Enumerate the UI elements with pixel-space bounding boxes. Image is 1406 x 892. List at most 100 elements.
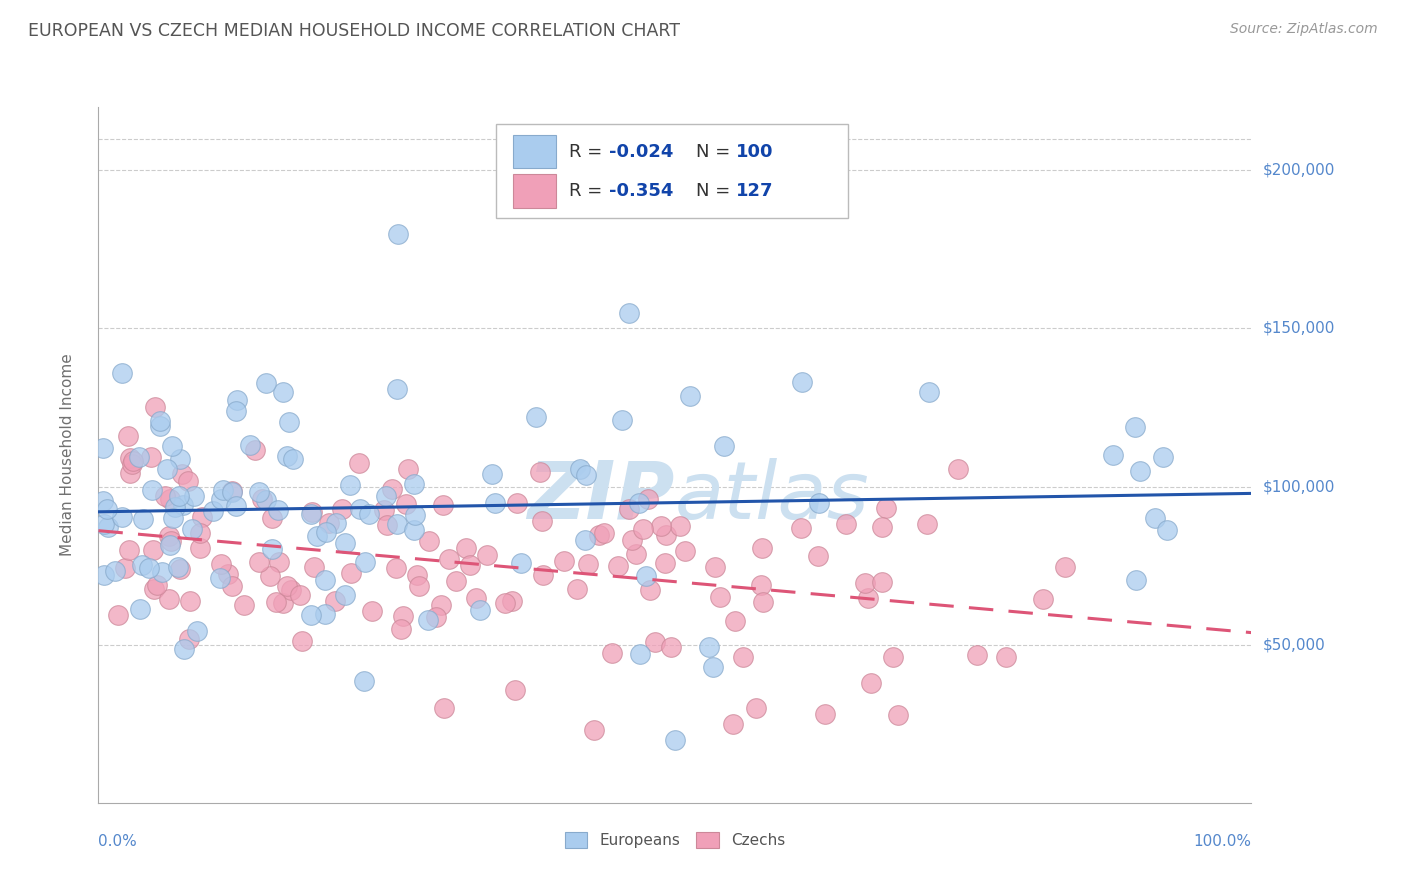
Point — [153, 489, 176, 503]
Point — [531, 568, 554, 582]
Point — [353, 673, 375, 688]
FancyBboxPatch shape — [513, 174, 557, 208]
Point — [814, 707, 837, 722]
Point — [209, 491, 232, 506]
Point — [659, 640, 682, 654]
Point — [966, 648, 988, 662]
Point — [190, 510, 212, 524]
Point — [111, 510, 134, 524]
Point — [166, 560, 188, 574]
Point — [444, 574, 467, 588]
Point — [304, 559, 326, 574]
Text: ZIP: ZIP — [527, 458, 675, 536]
Point — [617, 305, 640, 319]
Point — [139, 450, 162, 464]
Point — [149, 418, 172, 433]
Point — [138, 561, 160, 575]
Point — [333, 536, 356, 550]
Point — [347, 456, 370, 470]
Point — [314, 607, 336, 621]
Point — [385, 382, 408, 396]
Point — [887, 708, 910, 723]
Point — [870, 574, 893, 589]
Text: 100.0%: 100.0% — [1194, 834, 1251, 849]
Point — [565, 582, 588, 596]
Point — [280, 582, 302, 597]
Point — [636, 569, 658, 583]
Point — [121, 457, 143, 471]
Text: N =: N = — [696, 143, 735, 161]
Point — [299, 507, 322, 521]
Point — [118, 467, 141, 481]
Point — [91, 493, 114, 508]
Point — [509, 556, 531, 570]
Point — [221, 483, 243, 498]
Point — [673, 543, 696, 558]
Point — [288, 588, 311, 602]
Text: -0.354: -0.354 — [609, 182, 673, 200]
Point — [160, 534, 183, 549]
Point — [583, 723, 606, 737]
Point — [593, 526, 616, 541]
Point — [247, 485, 270, 500]
Point — [1152, 450, 1174, 464]
Point — [239, 438, 262, 452]
Point — [702, 660, 724, 674]
Point — [262, 542, 284, 557]
Point — [267, 555, 290, 569]
Point — [790, 521, 813, 535]
Point — [915, 517, 938, 532]
Point — [439, 552, 461, 566]
Point — [122, 454, 145, 468]
Point — [128, 450, 150, 465]
Point — [278, 415, 301, 429]
Point — [713, 439, 735, 453]
Point — [149, 414, 172, 428]
Point — [606, 558, 628, 573]
Point — [202, 504, 225, 518]
Point — [93, 567, 115, 582]
Point — [624, 547, 647, 561]
Point — [484, 496, 506, 510]
Point — [264, 594, 287, 608]
Text: $150,000: $150,000 — [1263, 321, 1336, 336]
Text: $100,000: $100,000 — [1263, 479, 1336, 494]
Text: R =: R = — [569, 182, 607, 200]
Point — [374, 489, 396, 503]
Point — [259, 569, 281, 583]
Point — [271, 384, 294, 399]
Point — [402, 524, 425, 538]
Point — [506, 496, 529, 510]
Point — [1156, 524, 1178, 538]
Point — [211, 483, 233, 497]
Point — [882, 649, 904, 664]
Point — [650, 518, 672, 533]
Point — [644, 634, 666, 648]
Point — [183, 490, 205, 504]
Point — [620, 533, 643, 547]
Point — [396, 462, 419, 476]
Point — [406, 568, 429, 582]
Point — [103, 565, 125, 579]
Point — [576, 557, 599, 571]
Point — [142, 542, 165, 557]
Point — [301, 505, 323, 519]
Point — [225, 392, 247, 407]
Point — [188, 526, 211, 541]
Point — [118, 451, 141, 466]
Point — [281, 452, 304, 467]
Point — [418, 533, 440, 548]
Point — [361, 604, 384, 618]
Point — [245, 442, 267, 457]
Point — [1032, 592, 1054, 607]
Point — [1123, 419, 1146, 434]
Point — [117, 429, 139, 443]
Text: 0.0%: 0.0% — [98, 834, 138, 849]
Point — [790, 375, 813, 389]
Point — [749, 578, 772, 592]
Point — [721, 716, 744, 731]
Point — [172, 467, 194, 481]
Point — [97, 520, 120, 534]
Point — [628, 647, 651, 661]
Point — [96, 501, 118, 516]
